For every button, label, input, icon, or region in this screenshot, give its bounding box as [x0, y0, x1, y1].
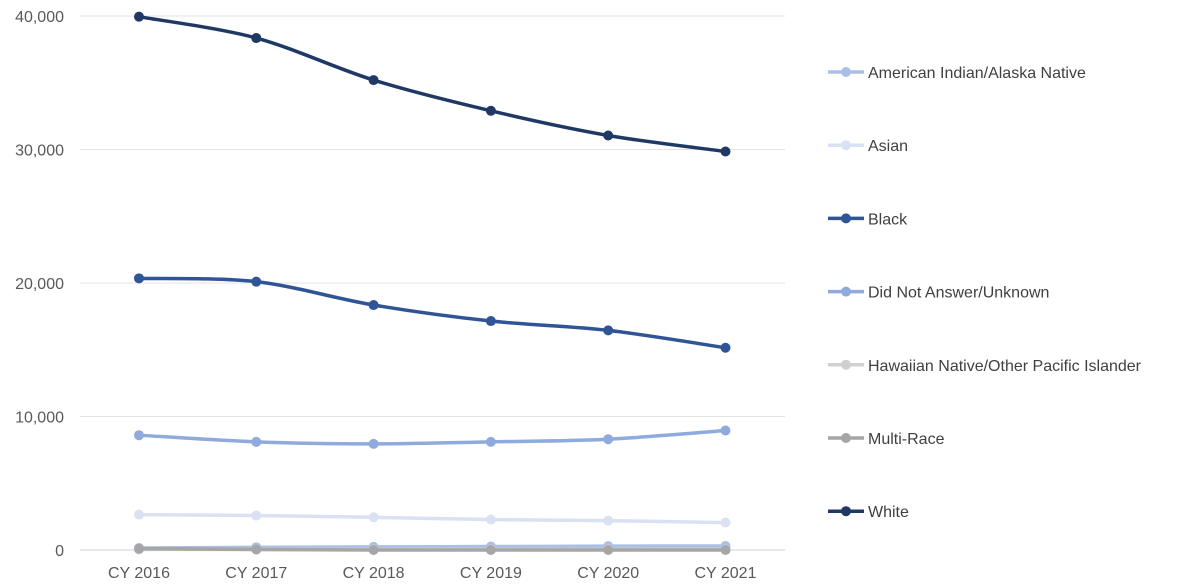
data-point	[485, 105, 496, 116]
legend-swatch-marker	[841, 67, 851, 77]
legend-swatch-marker	[841, 359, 851, 370]
y-tick-label: 40,000	[15, 9, 64, 26]
legend-swatch-marker	[841, 286, 851, 297]
series-lines	[134, 11, 731, 555]
legend-label: Did Not Answer/Unknown	[868, 285, 1049, 302]
data-point	[720, 517, 731, 528]
series-line	[137, 512, 728, 525]
data-point	[368, 300, 379, 311]
series-did-not-answer-unknown	[134, 425, 731, 449]
data-point	[603, 434, 614, 445]
legend-item: White	[828, 504, 909, 521]
data-point	[368, 512, 379, 523]
data-point	[720, 342, 731, 353]
y-tick-label: 10,000	[15, 410, 64, 427]
legend-label: Multi-Race	[868, 431, 945, 448]
data-point	[603, 325, 614, 336]
data-point	[134, 430, 144, 441]
legend-swatch-marker	[841, 213, 851, 224]
x-tick-label: CY 2018	[343, 565, 405, 582]
data-point	[134, 543, 144, 554]
legend-swatch-marker	[841, 140, 851, 151]
data-point	[134, 11, 144, 22]
series-black	[134, 273, 731, 353]
data-point	[720, 425, 731, 436]
data-point	[134, 273, 144, 284]
series-line	[137, 14, 728, 154]
legend-swatch-marker	[841, 433, 851, 443]
series-multi-race	[134, 543, 731, 555]
series-line	[137, 276, 728, 350]
data-point	[485, 545, 496, 555]
data-point	[720, 146, 731, 157]
data-point	[251, 33, 262, 44]
data-point	[134, 509, 144, 520]
x-tick-label: CY 2019	[460, 565, 522, 582]
data-point	[485, 436, 496, 447]
x-tick-label: CY 2016	[108, 565, 170, 582]
data-point	[251, 544, 262, 555]
axes: 0 10,000 20,000 30,000 40,000 CY 2016 CY 2017 C…	[15, 9, 757, 582]
x-tick-label: CY 2020	[577, 565, 639, 582]
data-point	[603, 545, 614, 555]
x-tick-label: CY 2017	[225, 565, 287, 582]
series-line	[137, 544, 728, 550]
legend-item: Did Not Answer/Unknown	[828, 285, 1049, 302]
legend: American Indian/Alaska Native Asian Black D…	[828, 65, 1142, 521]
y-tick-label: 30,000	[15, 143, 64, 160]
legend-item: Asian	[828, 138, 908, 155]
data-point	[251, 436, 262, 447]
data-point	[251, 276, 262, 287]
legend-label: American Indian/Alaska Native	[868, 65, 1086, 82]
series-line	[137, 428, 728, 446]
data-point	[603, 130, 614, 141]
legend-item: Multi-Race	[828, 431, 945, 448]
x-tick-label: CY 2021	[695, 565, 757, 582]
legend-label: Hawaiian Native/Other Pacific Islander	[868, 358, 1142, 375]
data-point	[720, 545, 731, 555]
series-line	[137, 546, 728, 552]
legend-item: American Indian/Alaska Native	[828, 65, 1086, 82]
data-point	[485, 316, 496, 327]
legend-swatch-marker	[841, 506, 851, 517]
series-asian	[134, 509, 731, 528]
series-white	[134, 11, 731, 157]
data-point	[251, 510, 262, 521]
data-point	[603, 515, 614, 526]
y-tick-label: 20,000	[15, 276, 64, 293]
data-point	[485, 514, 496, 525]
y-tick-label: 0	[55, 543, 64, 560]
data-point	[368, 545, 379, 555]
legend-label: White	[868, 504, 909, 521]
data-point	[368, 75, 379, 86]
legend-label: Asian	[868, 138, 908, 155]
data-point	[368, 438, 379, 449]
legend-label: Black	[868, 211, 908, 228]
legend-item: Black	[828, 211, 908, 228]
legend-item: Hawaiian Native/Other Pacific Islander	[828, 358, 1142, 375]
